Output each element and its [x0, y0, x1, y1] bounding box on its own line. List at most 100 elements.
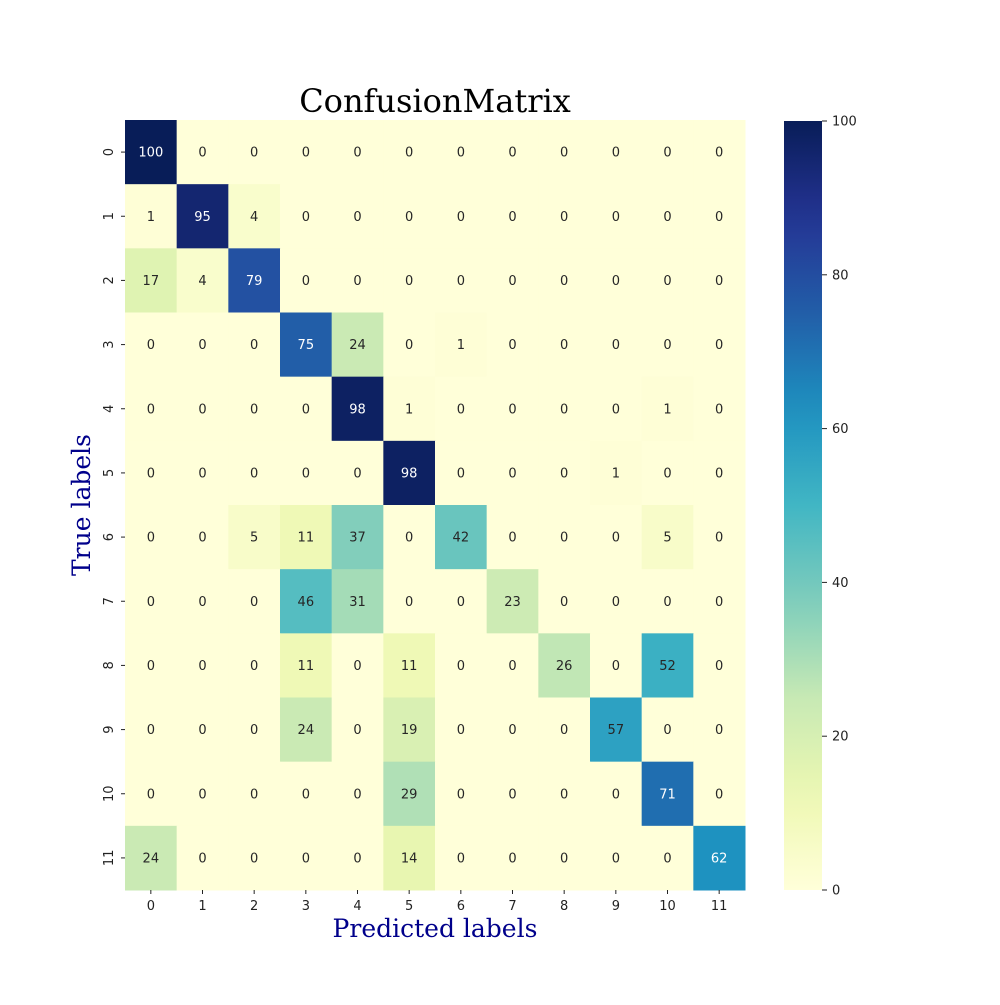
cell-value-label: 5 — [663, 531, 671, 546]
cell-value-label: 0 — [457, 274, 465, 289]
cell-value-label: 0 — [715, 402, 723, 417]
heatmap-cell — [176, 697, 229, 763]
heatmap-cell — [538, 120, 591, 185]
cell-value-label: 23 — [504, 595, 521, 610]
x-tick-label: 3 — [302, 899, 310, 914]
y-tick-label: 9 — [102, 725, 117, 733]
heatmap-cell — [486, 376, 539, 442]
cell-value-label: 0 — [457, 146, 465, 161]
heatmap-cell — [693, 120, 746, 185]
heatmap-cell — [641, 184, 694, 249]
cell-value-label: 37 — [349, 531, 366, 546]
colorbar-tick-label: 100 — [832, 115, 857, 130]
heatmap-cell — [486, 184, 539, 249]
cell-value-label: 0 — [250, 723, 258, 738]
cell-value-label: 0 — [353, 146, 361, 161]
chart-title: ConfusionMatrix — [299, 82, 571, 120]
heatmap-cell — [486, 312, 539, 378]
heatmap-cell — [538, 633, 591, 698]
cell-value-label: 100 — [138, 146, 163, 161]
heatmap-cell — [435, 761, 488, 827]
x-tick-label: 6 — [457, 899, 465, 914]
cell-value-label: 0 — [302, 466, 310, 481]
heatmap-cell — [538, 697, 591, 763]
cell-value-label: 95 — [194, 210, 211, 225]
heatmap-cell — [383, 248, 436, 313]
cell-value-label: 0 — [560, 402, 568, 417]
cell-value-label: 0 — [508, 466, 516, 481]
heatmap-cell — [538, 569, 591, 634]
heatmap-cell — [693, 184, 746, 249]
cell-value-label: 0 — [457, 210, 465, 225]
heatmap-cell — [590, 761, 643, 827]
heatmap-cell — [280, 248, 333, 313]
y-tick-label: 7 — [102, 597, 117, 605]
heatmap-cell — [538, 376, 591, 442]
heatmap-cell — [435, 697, 488, 763]
heatmap-cell — [538, 312, 591, 378]
cell-value-label: 0 — [457, 402, 465, 417]
heatmap-cell — [641, 761, 694, 827]
heatmap-cell — [228, 569, 281, 634]
heatmap-cell — [693, 312, 746, 378]
y-tick-label: 3 — [102, 340, 117, 348]
cell-value-label: 0 — [560, 466, 568, 481]
cell-value-label: 11 — [401, 659, 418, 674]
x-tick-label: 8 — [560, 899, 568, 914]
cell-value-label: 31 — [349, 595, 366, 610]
heatmap-cell — [280, 569, 333, 634]
x-tick-label: 2 — [250, 899, 258, 914]
cell-value-label: 0 — [663, 274, 671, 289]
heatmap-cell — [641, 697, 694, 763]
x-tick-label: 5 — [405, 899, 413, 914]
cell-value-label: 0 — [147, 402, 155, 417]
cell-value-label: 0 — [663, 146, 671, 161]
y-tick-label: 4 — [102, 405, 117, 413]
cell-value-label: 0 — [405, 210, 413, 225]
cell-value-label: 0 — [250, 787, 258, 802]
cell-value-label: 1 — [612, 466, 620, 481]
cell-value-label: 0 — [508, 787, 516, 802]
heatmap-cell — [435, 184, 488, 249]
x-tick-label: 0 — [147, 899, 155, 914]
heatmap-cell — [280, 120, 333, 185]
heatmap-cell — [486, 120, 539, 185]
cell-value-label: 0 — [663, 595, 671, 610]
heatmap-cell — [538, 440, 591, 506]
heatmap-cell — [280, 184, 333, 249]
cell-value-label: 24 — [143, 851, 160, 866]
cell-value-label: 0 — [147, 723, 155, 738]
cell-value-label: 0 — [715, 338, 723, 353]
heatmap-cell — [435, 825, 488, 891]
cell-value-label: 52 — [659, 659, 676, 674]
cell-value-label: 29 — [401, 787, 418, 802]
cell-value-label: 0 — [508, 210, 516, 225]
heatmap-cell — [176, 184, 229, 249]
heatmap-cell — [693, 633, 746, 698]
cell-value-label: 1 — [663, 402, 671, 417]
cell-value-label: 0 — [560, 531, 568, 546]
cell-value-label: 0 — [715, 595, 723, 610]
cell-value-label: 19 — [401, 723, 418, 738]
heatmap-cell — [331, 120, 384, 185]
heatmap-cell — [590, 825, 643, 891]
cell-value-label: 0 — [508, 338, 516, 353]
y-axis-ticks: 0 1 2 3 4 5 6 7 8 9 10 11 — [102, 148, 125, 866]
colorbar-tick-label: 60 — [832, 422, 849, 437]
heatmap-cell — [176, 633, 229, 698]
heatmap-cell — [693, 697, 746, 763]
cell-value-label: 0 — [715, 787, 723, 802]
cell-value-label: 0 — [715, 466, 723, 481]
heatmap-cell — [590, 248, 643, 313]
x-axis-label: Predicted labels — [333, 914, 538, 943]
cell-value-label: 0 — [715, 146, 723, 161]
cell-value-label: 0 — [147, 531, 155, 546]
cell-value-label: 26 — [556, 659, 573, 674]
heatmap-cell — [641, 312, 694, 378]
heatmap-cell — [176, 376, 229, 442]
x-tick-label: 10 — [659, 899, 676, 914]
cell-value-label: 0 — [508, 274, 516, 289]
heatmap-cell — [228, 120, 281, 185]
heatmap-cell — [435, 569, 488, 634]
